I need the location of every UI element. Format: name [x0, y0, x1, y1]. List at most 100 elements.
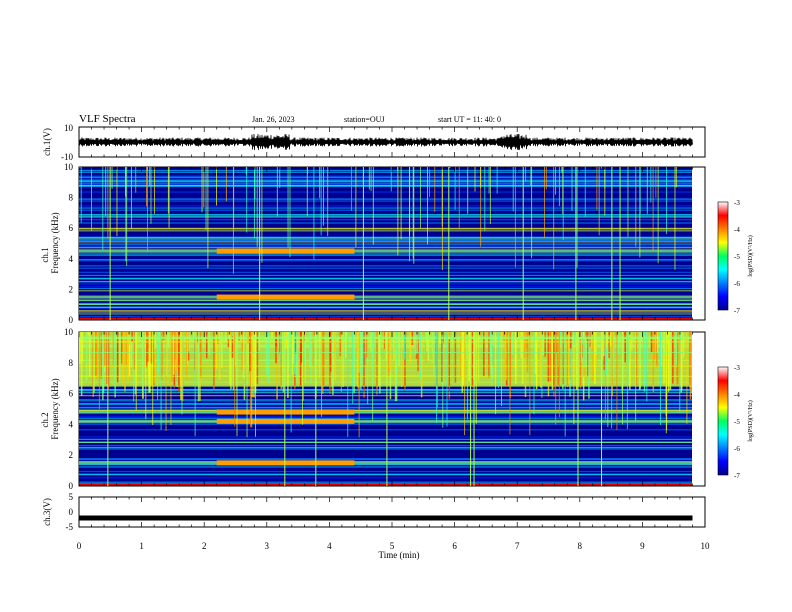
- ch2-spec-sferic: [506, 332, 508, 381]
- ch2-spec-high-streak: [489, 332, 492, 358]
- ch2-spec-high-streak: [181, 332, 184, 401]
- ch1-spec-texture-line: [79, 175, 692, 177]
- ch2-spec-high-streak: [551, 332, 554, 390]
- ch1-spec-sferic: [674, 167, 676, 270]
- ch1-spec-sferic: [149, 167, 151, 187]
- ch2-spec-high-streak: [194, 332, 197, 371]
- ch1-spec-band-strong-1: [216, 248, 355, 254]
- ch1-spec-full-sferic: [448, 167, 450, 320]
- ch2-spec-carrier-line: [79, 365, 692, 367]
- ch2-spec-high-streak: [173, 332, 175, 375]
- ch1-spec-sferic: [323, 167, 324, 226]
- ch2-spec-sferic: [466, 332, 468, 420]
- ch1-spec-sferic: [355, 167, 357, 247]
- ch2-spec-sferic: [302, 332, 303, 425]
- ch2-spec-sferic: [165, 332, 167, 431]
- ch2-spec-high-streak: [339, 332, 342, 357]
- ch2-spec-high-streak: [656, 332, 658, 368]
- ch2-spec-high-streak: [221, 332, 223, 368]
- ch2-spec-sferic: [635, 332, 637, 421]
- ch2-spec-texture-line: [79, 403, 692, 406]
- ch2-spec-carrier-line: [79, 375, 692, 377]
- ch2-spec-high-streak: [427, 332, 429, 333]
- ch2-spec-carrier-line: [79, 392, 692, 394]
- ch2-spec-sferic: [291, 332, 293, 376]
- ch2-spec-high-streak: [420, 332, 423, 398]
- ch2-spec-sferic: [686, 332, 688, 424]
- ch2-spec-sferic: [135, 332, 137, 410]
- ch2-spec-high-streak: [679, 332, 682, 338]
- ch2-spec-sferic: [498, 332, 500, 388]
- ch2-spec-band-2: [79, 410, 692, 414]
- ch2-spec-high-streak: [629, 332, 631, 390]
- ch1-spec-texture-line: [79, 267, 692, 269]
- ch2-spec-sferic: [657, 332, 659, 353]
- ch2-spec-high-streak: [230, 332, 232, 390]
- ch2-spec-high-streak: [579, 332, 582, 389]
- ch1-spec-texture-line: [79, 200, 692, 202]
- ch2-spec-full-sferic: [107, 332, 109, 486]
- ch2-spec-sferic: [574, 332, 575, 346]
- ch2-spec-sferic: [331, 332, 333, 389]
- ch2-spec-high-streak: [185, 332, 188, 381]
- ch1-spec-sferic: [313, 167, 315, 260]
- ch2-spec-sferic: [236, 332, 238, 437]
- ch2-spec-high-streak: [511, 332, 514, 355]
- ch2-spec-high-streak: [378, 332, 380, 387]
- xtick-label-1: 1: [139, 541, 144, 551]
- ch2-spec-high-streak: [547, 332, 550, 382]
- ch2-spec-sferic: [460, 332, 462, 387]
- ch1-spec-texture-line: [79, 198, 692, 200]
- ch2-spec-high-streak: [589, 332, 591, 347]
- ch1-ytick-6: 6: [69, 223, 74, 233]
- ch2-spec-sferic: [475, 332, 477, 424]
- ch2-spec-carrier-line: [79, 409, 692, 411]
- ch2-spec-sferic: [492, 332, 494, 347]
- ch2-spec-sferic: [660, 332, 661, 425]
- ch2-spec-sferic: [352, 332, 354, 404]
- ch2-spec-high-streak: [404, 332, 406, 391]
- ch1-spec-texture-line: [79, 259, 692, 261]
- ch1-spec-texture-line: [79, 265, 692, 267]
- ch2-spec-high-streak: [80, 332, 83, 396]
- ch2-spec-low-band: [79, 483, 692, 486]
- ch2-spec-texture-line: [79, 417, 692, 419]
- ch2-spec-high-streak: [248, 332, 251, 372]
- ch2-spec-sferic: [420, 332, 421, 380]
- ch1-spec-sferic: [201, 167, 203, 213]
- ch1-spec-sferic: [276, 167, 278, 217]
- ch2-spec-high-streak: [268, 332, 270, 383]
- ch2-spec-high-streak: [471, 332, 474, 388]
- ch2-spec-high-streak: [416, 332, 418, 354]
- ch1-spec-sferic: [287, 167, 289, 248]
- ch2-spec-sferic: [243, 332, 245, 380]
- ch2-spec-high-streak: [635, 332, 638, 386]
- ch1-ytick-0: 0: [69, 315, 74, 325]
- ch2-spec-high-streak: [93, 332, 95, 393]
- ch1-spec-carrier-line: [79, 185, 692, 186]
- ch2-spec-high-streak: [524, 332, 527, 398]
- ch2-spec-high-streak: [285, 332, 288, 349]
- ch2-spec-sferic: [607, 332, 609, 427]
- ch2-spec-high-streak: [145, 332, 148, 368]
- ch2-spec-full-sferic: [601, 332, 603, 486]
- ch2-spec-texture-line: [79, 388, 692, 391]
- ch2-spec-high-streak: [441, 332, 443, 382]
- ch2-spec-sferic: [611, 332, 613, 429]
- ch2-spec-high-streak: [583, 332, 585, 368]
- ch1-spec-sferic: [484, 167, 486, 231]
- ch2-spec-sferic: [671, 332, 673, 358]
- ch2-spec-high-streak: [585, 332, 587, 368]
- ch1-spec-sferic: [135, 167, 137, 193]
- ch2-spec-high-streak: [119, 332, 121, 381]
- ch2-ytick-4: 4: [69, 419, 74, 429]
- ch1-spectrogram-yticks: 10 8 6 4 2 0: [64, 162, 74, 325]
- ch2-spec-sferic: [665, 332, 667, 434]
- ch2-colorbar-tick-m3: -3: [734, 364, 740, 372]
- ch2-spec-high-streak: [682, 332, 685, 359]
- ch1-spec-sferic: [596, 167, 598, 211]
- ch2-spec-high-streak: [501, 332, 504, 336]
- ch3-ytick-top: 5: [69, 492, 74, 502]
- ch2-spec-high-streak: [585, 332, 587, 339]
- ch2-spec-high-streak: [116, 332, 119, 383]
